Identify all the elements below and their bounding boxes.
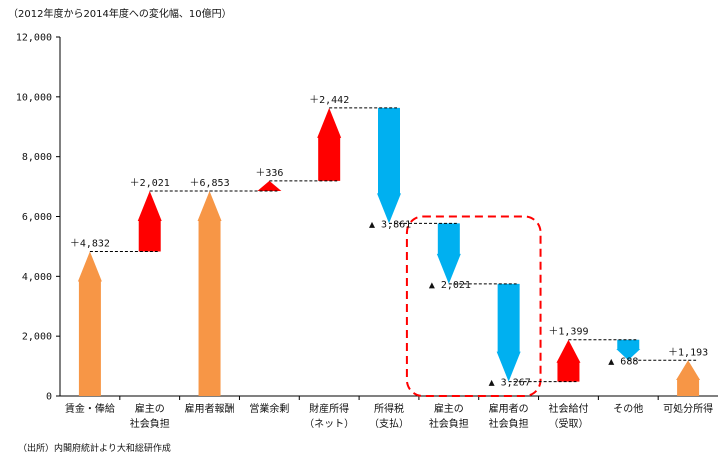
x-category-label: （受取） [548, 418, 588, 430]
waterfall-bar [436, 223, 461, 284]
x-category-label: （ネット） [304, 418, 354, 430]
waterfall-bar [197, 190, 222, 396]
waterfall-bar [377, 107, 401, 224]
x-category-label: 雇主の [135, 402, 165, 415]
x-category-label: 賃金・俸給 [65, 402, 115, 415]
x-category-label: 社会負担 [130, 417, 170, 430]
x-category-label: 雇用者の [489, 402, 529, 415]
data-label: ＋1,399 [548, 327, 588, 338]
waterfall-bar [496, 283, 521, 382]
highlight-box [405, 215, 542, 397]
data-label: ▲ 688 [608, 356, 638, 367]
y-tick-label: 4,000 [22, 272, 52, 283]
x-category-label: その他 [613, 402, 643, 415]
y-tick-label: 10,000 [16, 92, 52, 103]
x-category-label: 財産所得 [309, 402, 349, 415]
y-tick-label: 0 [46, 392, 52, 403]
x-category-label: （支払） [369, 417, 409, 430]
x-category-label: 社会負担 [489, 417, 529, 430]
y-tick-label: 12,000 [16, 33, 52, 44]
x-category-label: 営業余剰 [249, 402, 289, 415]
data-label: ＋4,832 [70, 238, 110, 249]
x-category-label: 雇主の [434, 402, 464, 415]
data-label: ＋2,442 [309, 95, 349, 106]
unit-note: （2012年度から2014年度への変化幅、10億円） [8, 9, 232, 20]
data-label: ▲ 2,021 [429, 280, 471, 291]
x-category-label: 雇用者報酬 [185, 402, 235, 415]
source-note: （出所）内閣府統計より大和総研作成 [18, 444, 171, 454]
data-label: ＋336 [255, 168, 283, 179]
x-category-label: 社会給付 [548, 402, 588, 415]
waterfall-bar [317, 107, 342, 181]
waterfall-bar [77, 251, 102, 396]
y-tick-label: 2,000 [22, 332, 52, 343]
waterfall-bar [556, 339, 581, 382]
data-label: ＋6,853 [189, 178, 229, 189]
x-category-label: 社会負担 [429, 417, 469, 430]
x-category-label: 可処分所得 [663, 402, 713, 415]
data-label: ▲ 3,861 [369, 219, 411, 230]
data-label: ▲ 3,267 [489, 378, 531, 389]
y-tick-label: 6,000 [22, 212, 52, 223]
data-label: ＋2,021 [130, 178, 170, 189]
x-category-label: 所得税 [374, 402, 404, 415]
waterfall-bar [616, 339, 641, 361]
waterfall-bar [676, 360, 701, 396]
waterfall-bar [257, 180, 282, 191]
waterfall-bar [137, 190, 162, 252]
data-label: ＋1,193 [668, 347, 708, 358]
y-tick-label: 8,000 [22, 152, 52, 163]
